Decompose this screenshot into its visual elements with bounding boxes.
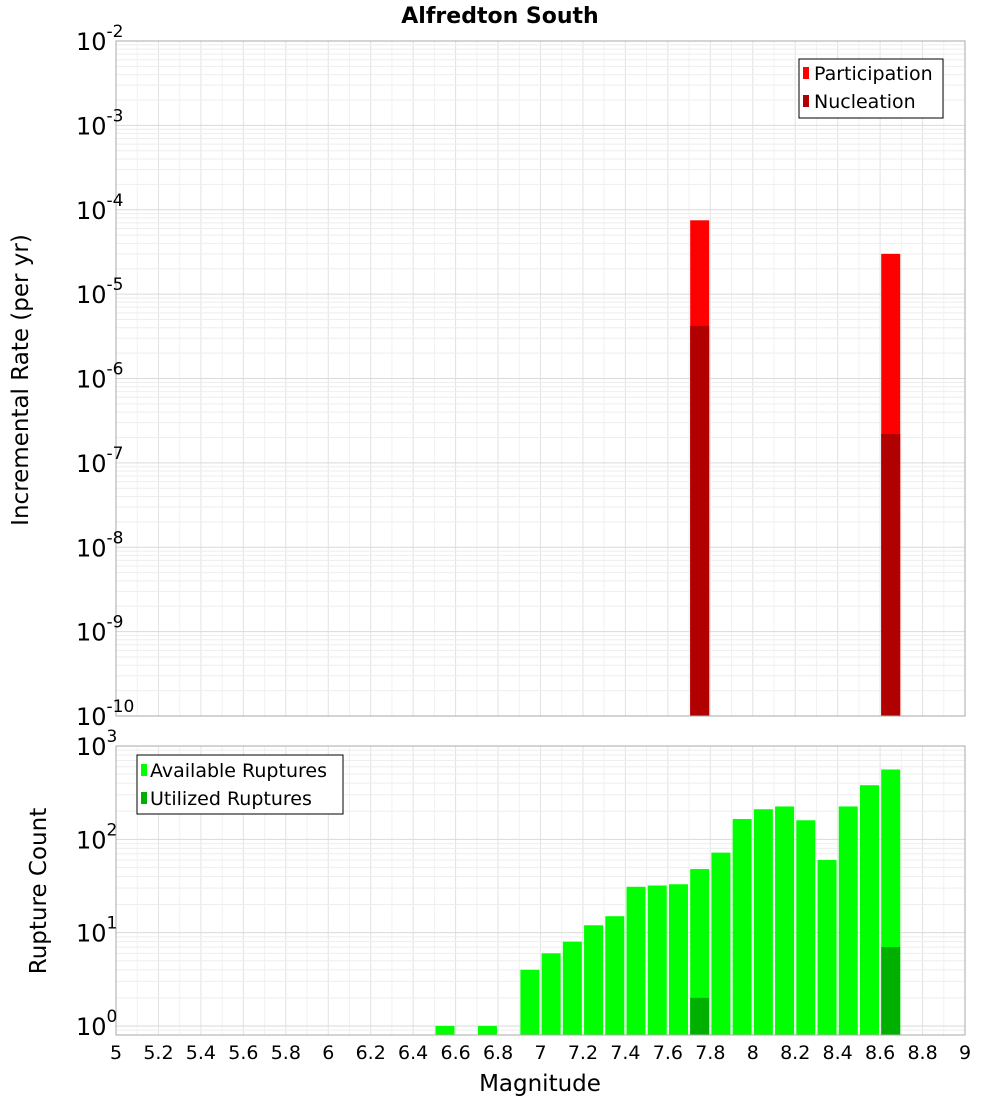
bottom-legend-box (136, 754, 344, 815)
count-bar-a (562, 941, 582, 1035)
count-bar-a (817, 860, 837, 1035)
x-tick-label: 7 (534, 1042, 546, 1064)
x-tick-label: 8.4 (823, 1042, 853, 1064)
top-panel: 10-10 10-9 10-8 10-7 10-6 10-5 10-4 10-3 10-2 In… (8, 22, 966, 731)
x-tick-label: 5 (110, 1042, 122, 1064)
count-bar-a (626, 886, 646, 1035)
count-bar-a (435, 1025, 455, 1035)
bottom-y-tick-label: 102 (76, 820, 117, 854)
x-axis-label: Magnitude (479, 1071, 601, 1097)
legend-swatch-utilized (141, 792, 147, 804)
top-bars (690, 220, 901, 717)
top-y-tick-label: 10-2 (76, 22, 124, 56)
count-bar-b (690, 997, 710, 1035)
x-tick-labels: 5 5.2 5.4 5.6 5.8 6 6.2 6.4 6.6 6.8 7 7.2 7.4 7.6 7.8 8… (110, 1042, 971, 1064)
legend-label-utilized: Utilized Ruptures (150, 788, 312, 810)
count-bar-b (881, 947, 901, 1035)
x-tick-label: 6.4 (398, 1042, 428, 1064)
x-tick-label: 5.2 (143, 1042, 173, 1064)
count-bar-a (477, 1025, 497, 1035)
count-bar-a (732, 819, 752, 1035)
count-bar-a (711, 852, 731, 1035)
count-bar-a (647, 885, 667, 1035)
x-tick-label: 7.2 (568, 1042, 598, 1064)
top-legend-box (798, 58, 944, 119)
chart-title: Alfredton South (401, 4, 598, 29)
top-y-tick-label: 10-8 (76, 528, 124, 562)
top-y-tick-label: 10-9 (76, 613, 124, 647)
top-y-tick-label: 10-3 (76, 106, 124, 140)
x-tick-label: 7.4 (610, 1042, 640, 1064)
count-bar-a (753, 809, 773, 1035)
count-bar-a (859, 785, 879, 1035)
x-tick-label: 7.6 (653, 1042, 683, 1064)
bottom-panel: 100 101 102 103 5 5.2 5.4 5.6 5.8 6 6.2 6.4 6.6 6.8 7… (26, 727, 971, 1097)
bottom-plot-border (115, 745, 966, 1036)
bottom-y-tick-label: 103 (76, 727, 117, 761)
bottom-bars (435, 769, 901, 1035)
legend-label-participation: Participation (814, 63, 933, 85)
legend-swatch-nucleation (803, 95, 809, 107)
x-tick-label: 6 (322, 1042, 334, 1064)
bottom-y-tick-labels: 100 101 102 103 (76, 727, 117, 1041)
rate-bar-b (881, 433, 901, 716)
legend-swatch-available (141, 764, 147, 776)
count-bar-a (668, 884, 688, 1035)
rate-bar-b (690, 325, 710, 716)
x-tick-label: 6.8 (483, 1042, 513, 1064)
count-bar-a (838, 806, 858, 1035)
legend-swatch-participation (803, 67, 809, 79)
x-tick-label: 8 (747, 1042, 759, 1064)
bottom-legend: Available Ruptures Utilized Ruptures (136, 754, 344, 815)
x-tick-label: 8.8 (907, 1042, 937, 1064)
count-bar-a (796, 820, 816, 1035)
x-tick-label: 8.2 (780, 1042, 810, 1064)
top-legend: Participation Nucleation (798, 58, 944, 119)
x-tick-label: 7.8 (695, 1042, 725, 1064)
bottom-y-tick-label: 100 (76, 1007, 117, 1041)
top-y-tick-label: 10-5 (76, 275, 124, 309)
x-tick-label: 6.2 (356, 1042, 386, 1064)
legend-label-nucleation: Nucleation (814, 91, 916, 113)
x-tick-label: 5.6 (228, 1042, 258, 1064)
count-bar-a (605, 916, 625, 1035)
x-tick-label: 8.6 (865, 1042, 895, 1064)
bottom-y-tick-label: 101 (76, 914, 117, 948)
count-bar-a (541, 953, 561, 1035)
top-y-tick-label: 10-6 (76, 360, 124, 394)
top-y-tick-labels: 10-10 10-9 10-8 10-7 10-6 10-5 10-4 10-3 10-2 (76, 22, 134, 731)
x-tick-label: 9 (959, 1042, 971, 1064)
x-tick-label: 6.6 (440, 1042, 470, 1064)
top-y-tick-label: 10-10 (76, 697, 134, 731)
x-tick-label: 5.4 (186, 1042, 216, 1064)
bottom-y-axis-label: Rupture Count (26, 808, 52, 974)
count-bar-a (690, 869, 710, 1035)
top-plot-border (115, 40, 966, 717)
top-y-axis-label: Incremental Rate (per yr) (8, 234, 34, 526)
top-grid (115, 40, 966, 717)
top-y-tick-label: 10-4 (76, 191, 124, 225)
count-bar-a (775, 806, 795, 1035)
legend-label-available: Available Ruptures (150, 760, 327, 782)
count-bar-a (584, 925, 604, 1035)
top-y-tick-label: 10-7 (76, 444, 124, 478)
x-tick-label: 5.8 (271, 1042, 301, 1064)
count-bar-a (520, 969, 540, 1035)
